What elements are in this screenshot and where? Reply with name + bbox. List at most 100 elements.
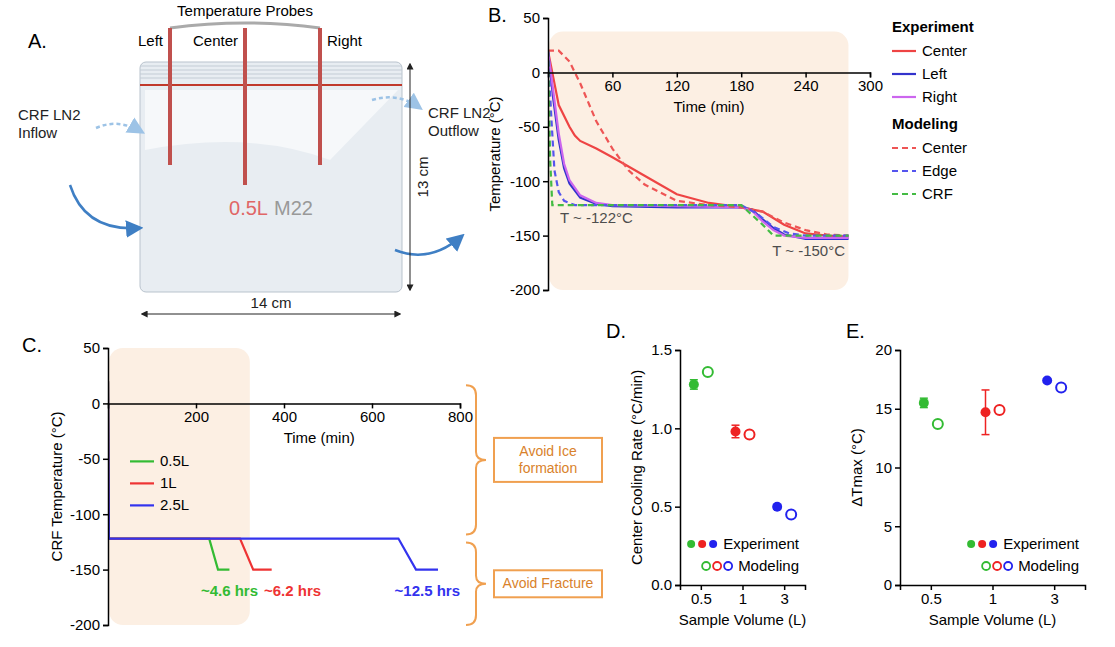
tick: 400: [272, 403, 297, 425]
tick-label: 0: [92, 395, 100, 412]
point: [772, 502, 782, 512]
tick-label: 20: [875, 341, 892, 358]
legend-swatch: [130, 482, 154, 484]
legend-label: Modeling: [1018, 557, 1079, 574]
tick: 3: [1050, 585, 1058, 607]
tick-label: -200: [70, 616, 100, 633]
tick-label: 1.5: [651, 341, 672, 358]
bag: [140, 62, 402, 292]
annotation: T ~ -122°C: [560, 209, 633, 226]
legend-swatch: [892, 147, 916, 149]
tick-label: 3: [1050, 590, 1058, 607]
tick: 300: [858, 72, 883, 94]
tick-label: -50: [518, 118, 540, 135]
tick: 50: [83, 339, 108, 356]
tick: 10: [875, 459, 900, 476]
tick-label: 0.5: [691, 590, 712, 607]
annotations: ~4.6 hrs~6.2 hrs~12.5 hrsAvoid Iceformat…: [201, 385, 602, 625]
dimension-line: [142, 314, 400, 315]
point: [731, 426, 741, 436]
zipper: [140, 66, 402, 67]
probe-title: Temperature Probes: [177, 2, 313, 19]
point: [995, 405, 1005, 415]
legend-title: Experiment: [892, 18, 974, 35]
tick-mark: [103, 348, 108, 350]
point: [1042, 376, 1052, 386]
point: [919, 398, 929, 408]
chart: E.051015200.513Sample Volume (L)ΔTmax (°…: [846, 320, 1086, 628]
line: [548, 51, 849, 237]
tick: 0.5: [651, 498, 680, 515]
tick-mark: [675, 350, 680, 352]
tick: 5: [884, 518, 900, 535]
plot: [108, 381, 438, 569]
tick-mark: [675, 585, 680, 587]
annotation: ~4.6 hrs: [201, 582, 258, 599]
tick-mark: [103, 403, 108, 405]
legend-marker: [698, 540, 706, 548]
axis-line: [103, 349, 109, 626]
x-axis-title: Sample Volume (L): [679, 611, 807, 628]
legend-swatch: [892, 170, 916, 172]
legend-marker: [724, 562, 732, 570]
tick: 0: [92, 395, 108, 412]
tick: 20: [875, 341, 900, 358]
legend-marker: [709, 540, 717, 548]
legend-swatch: [892, 50, 916, 52]
tick-label: 0: [532, 64, 540, 81]
tick-mark: [543, 72, 548, 74]
legend-marker: [993, 562, 1001, 570]
y-axis-title: ΔTmax (°C): [848, 428, 865, 507]
zipper: [140, 70, 402, 71]
tick: 15: [875, 400, 900, 417]
tick-label: -100: [70, 506, 100, 523]
tick: -150: [70, 561, 108, 578]
axis-line: [675, 351, 681, 586]
tick: -100: [510, 173, 548, 190]
panel-label: C.: [22, 334, 42, 356]
probe-bar: [170, 23, 320, 28]
line: [548, 51, 849, 236]
line: [548, 51, 849, 236]
axis: -200 -150 -100 -50 0 50: [70, 339, 109, 633]
legend-swatch: [892, 73, 916, 75]
legend-label: Center: [922, 42, 967, 59]
tick-label: 1: [989, 590, 997, 607]
tick: 50: [523, 9, 548, 26]
tick-mark: [543, 18, 548, 20]
point: [981, 407, 991, 417]
tick-label: 120: [665, 77, 690, 94]
axis-line: [543, 19, 549, 291]
annotation: ~12.5 hrs: [395, 582, 460, 599]
tick-label: -50: [78, 450, 100, 467]
legend-marker: [702, 562, 710, 570]
panel-label: B.: [488, 4, 507, 26]
probe-label: Center: [193, 32, 238, 49]
legend: 0.5L1L2.5L: [130, 452, 189, 513]
line: [548, 51, 849, 236]
tick: 1.5: [651, 341, 680, 358]
tick-mark: [103, 625, 108, 627]
y-axis-title: Temperature (°C): [486, 96, 503, 211]
flow-arrow: [395, 236, 462, 255]
tick-label: 600: [360, 408, 385, 425]
legend-marker: [1004, 562, 1012, 570]
zipper: [140, 74, 402, 75]
figure: A.Temperature ProbesLeftCenterRight0.5LM…: [0, 0, 1115, 647]
diagram: A.Temperature ProbesLeftCenterRight0.5LM…: [18, 2, 491, 314]
legend-label: Modeling: [738, 557, 799, 574]
point: [745, 430, 755, 440]
error-cap: [732, 437, 740, 439]
tick-mark: [103, 459, 108, 461]
legend-title: Modeling: [892, 115, 958, 132]
tick: 200: [184, 403, 209, 425]
tick-label: -150: [70, 561, 100, 578]
legend-label: Experiment: [723, 535, 800, 552]
tick-label: 10: [875, 459, 892, 476]
panel-label: E.: [846, 320, 865, 342]
tick-label: 50: [83, 339, 100, 356]
tick-mark: [675, 428, 680, 430]
tick: -200: [70, 616, 108, 633]
plot: [548, 51, 849, 239]
legend-marker: [989, 540, 997, 548]
